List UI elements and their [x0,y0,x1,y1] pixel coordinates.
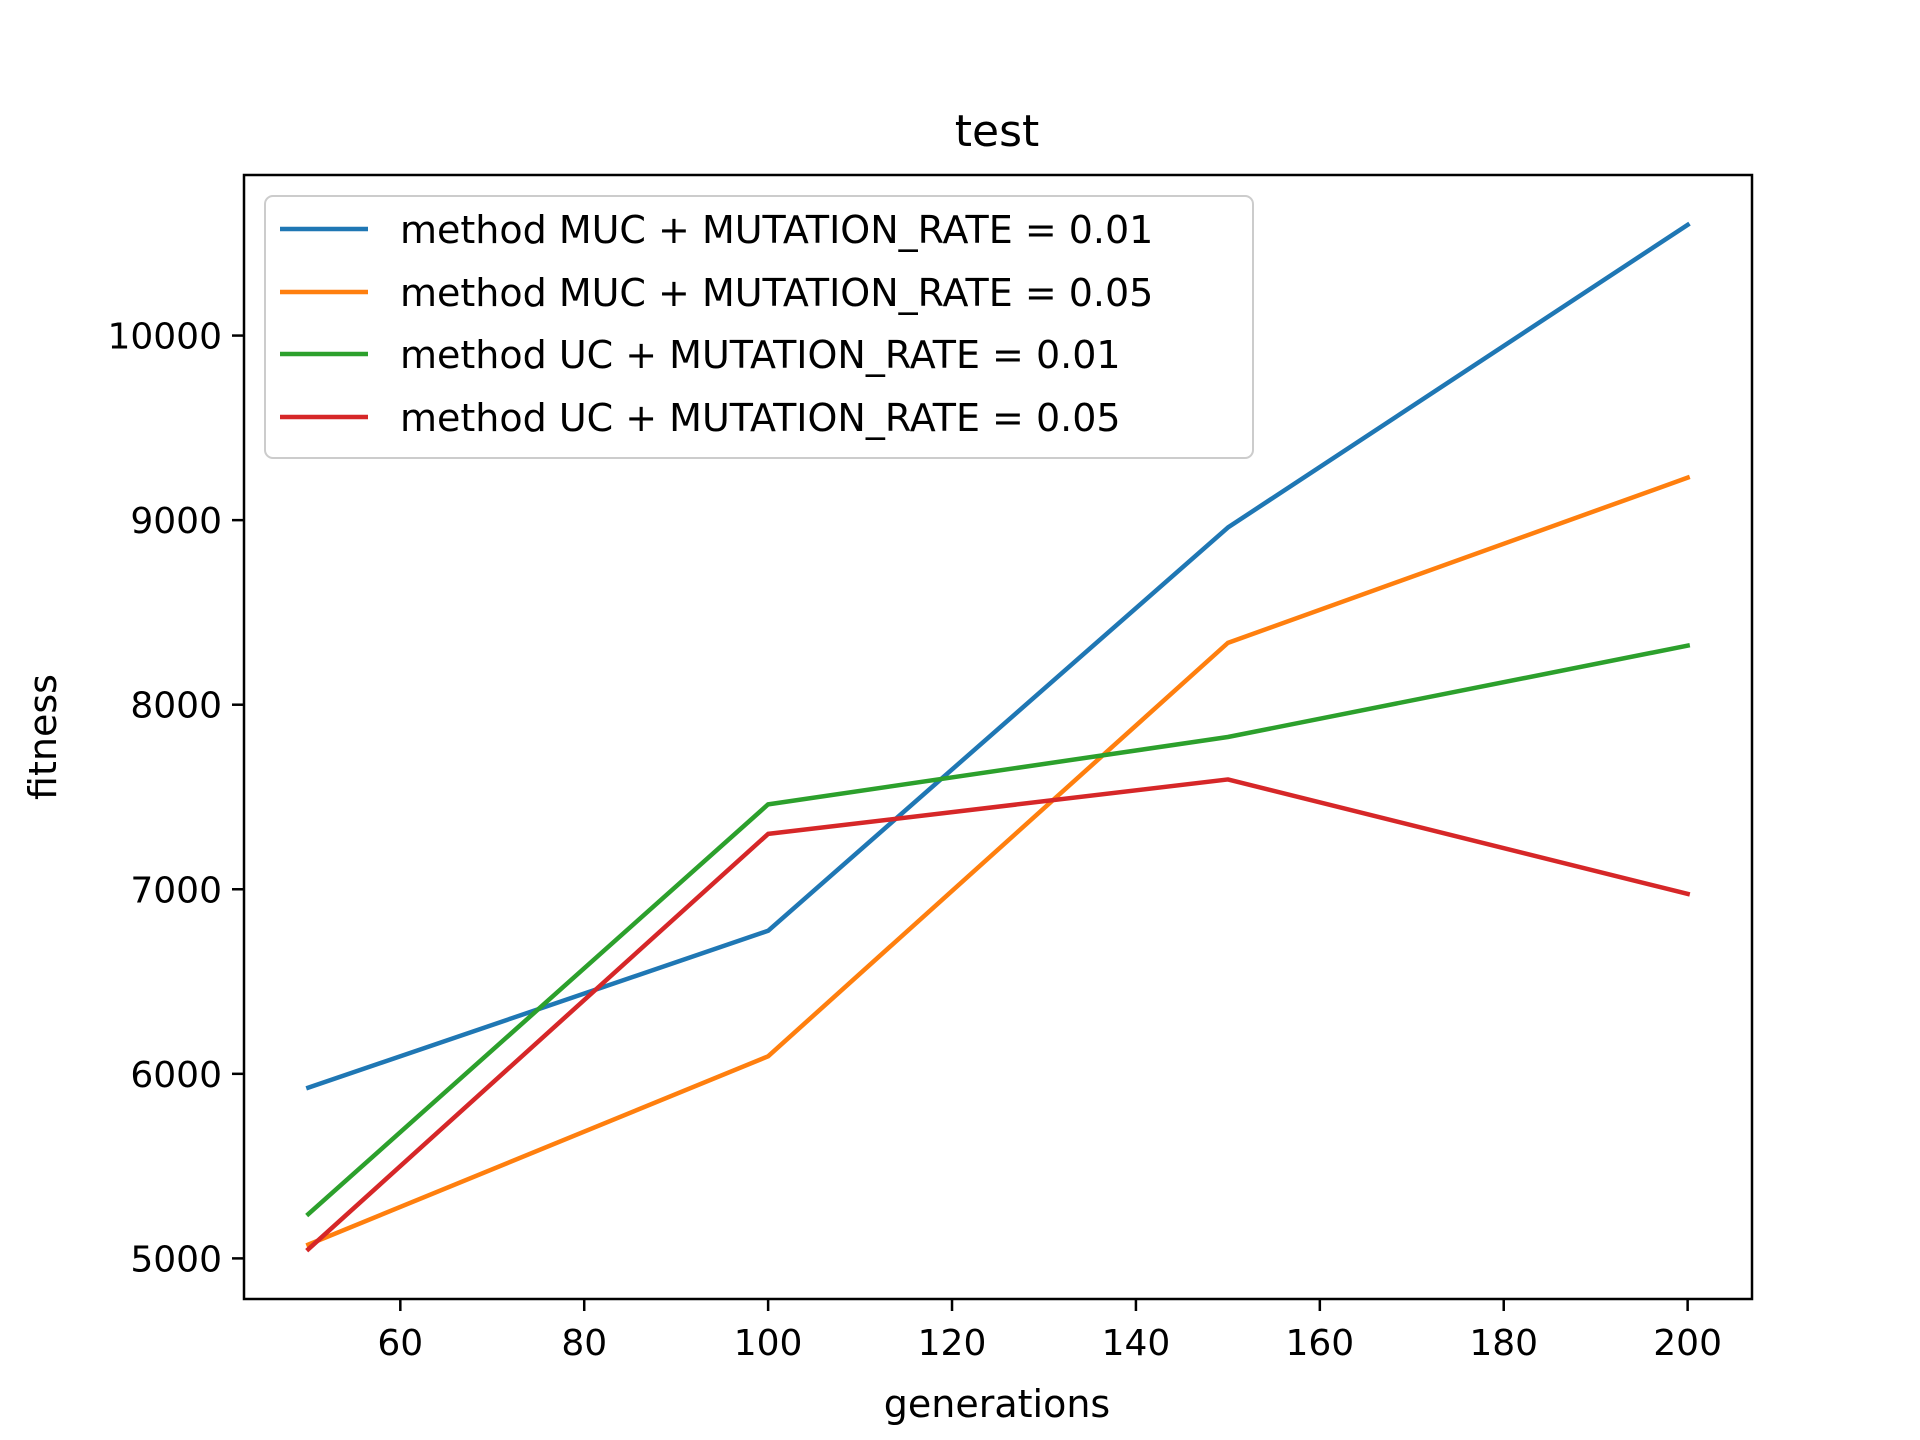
legend-label-muc-001: method MUC + MUTATION_RATE = 0.01 [400,208,1153,252]
x-tick-label: 140 [1102,1323,1171,1364]
y-tick-label: 9000 [130,501,222,542]
x-tick-label: 100 [734,1323,803,1364]
y-tick-label: 5000 [130,1239,222,1280]
x-tick-label: 120 [918,1323,987,1364]
y-axis-label: fitness [21,674,65,800]
legend-label-uc-001: method UC + MUTATION_RATE = 0.01 [400,333,1121,377]
y-tick-label: 8000 [130,686,222,727]
legend-label-uc-005: method UC + MUTATION_RATE = 0.05 [400,396,1121,440]
y-axis: 5000 6000 7000 8000 9000 10000 [107,317,244,1280]
x-axis-label: generations [884,1382,1110,1426]
y-tick-label: 6000 [130,1055,222,1096]
legend: method MUC + MUTATION_RATE = 0.01 method… [264,195,1254,459]
x-tick-label: 160 [1285,1323,1354,1364]
series-line-uc-001 [305,642,1691,1218]
chart-title: test [955,106,1040,157]
series-line-muc-005 [305,474,1691,1248]
legend-box [264,195,1254,459]
x-tick-label: 180 [1469,1323,1538,1364]
series-line-uc-005 [305,777,1691,1253]
x-tick-label: 60 [377,1323,423,1364]
x-tick-label: 200 [1653,1323,1722,1364]
x-axis: 60 80 100 120 140 160 180 200 [377,1299,1722,1364]
x-tick-label: 80 [561,1323,607,1364]
plot-frame [242,173,1754,1301]
series-layer [305,221,1691,1253]
legend-label-muc-005: method MUC + MUTATION_RATE = 0.05 [400,271,1153,315]
y-tick-label: 7000 [130,870,222,911]
y-tick-label: 10000 [107,317,222,358]
